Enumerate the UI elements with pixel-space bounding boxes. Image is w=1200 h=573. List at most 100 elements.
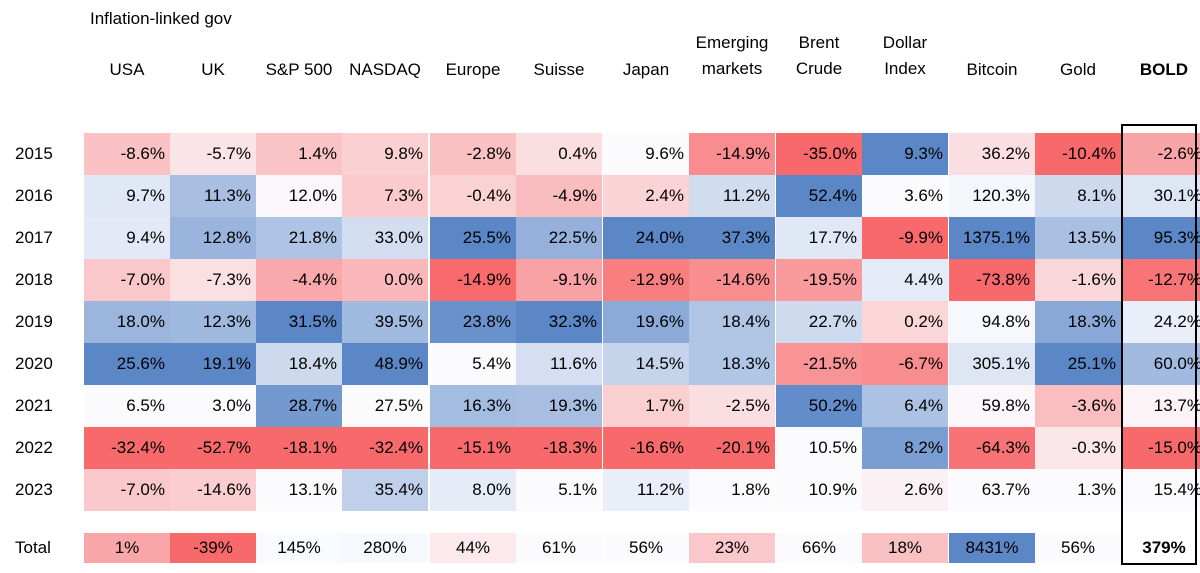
total-cell: -39%: [170, 533, 256, 563]
value-cell: 19.3%: [516, 385, 602, 427]
value-cell: 95.3%: [1121, 217, 1200, 259]
value-cell: 18.3%: [1035, 301, 1121, 343]
total-cell: 18%: [862, 533, 948, 563]
value-cell: 8.0%: [430, 469, 516, 511]
column-header-line: Brent: [798, 33, 840, 52]
value-cell: 18.0%: [84, 301, 170, 343]
value-cell: -15.1%: [430, 427, 516, 469]
row-year-label: 2020: [15, 354, 53, 373]
value-cell: 27.5%: [342, 385, 428, 427]
value-cell: 1375.1%: [949, 217, 1035, 259]
value-cell: 2.4%: [603, 175, 689, 217]
value-cell: 52.4%: [776, 175, 862, 217]
value-cell: -5.7%: [170, 133, 256, 175]
column-header-line: Dollar: [882, 33, 928, 52]
value-cell: 120.3%: [949, 175, 1035, 217]
value-cell: 1.7%: [603, 385, 689, 427]
column-header: NASDAQ: [342, 57, 428, 83]
value-cell: 10.5%: [776, 427, 862, 469]
value-cell: -64.3%: [949, 427, 1035, 469]
total-cell: 56%: [603, 533, 689, 563]
value-cell: -10.4%: [1035, 133, 1121, 175]
value-cell: -2.5%: [689, 385, 775, 427]
value-cell: -18.3%: [516, 427, 602, 469]
value-cell: 94.8%: [949, 301, 1035, 343]
column-header-line: UK: [201, 60, 225, 79]
value-cell: 15.4%: [1121, 469, 1200, 511]
value-cell: 18.4%: [256, 343, 342, 385]
value-cell: 10.9%: [776, 469, 862, 511]
column-header-line: BOLD: [1139, 60, 1189, 79]
column-header-line: USA: [109, 60, 145, 79]
row-year-label: 2023: [15, 480, 53, 499]
column-header-line: markets: [701, 59, 763, 78]
value-cell: -14.9%: [689, 133, 775, 175]
total-cell: 8431%: [949, 533, 1035, 563]
value-cell: 5.4%: [430, 343, 516, 385]
value-cell: -73.8%: [949, 259, 1035, 301]
row-year-label: 2019: [15, 312, 53, 331]
value-cell: 12.3%: [170, 301, 256, 343]
value-cell: -7.0%: [84, 259, 170, 301]
value-cell: 37.3%: [689, 217, 775, 259]
column-header: USA: [84, 57, 170, 83]
column-header: UK: [170, 57, 256, 83]
column-header: Europe: [430, 57, 516, 83]
value-cell: 18.4%: [689, 301, 775, 343]
value-cell: 25.1%: [1035, 343, 1121, 385]
value-cell: 30.1%: [1121, 175, 1200, 217]
value-cell: -4.4%: [256, 259, 342, 301]
value-cell: 13.7%: [1121, 385, 1200, 427]
value-cell: -12.7%: [1121, 259, 1200, 301]
value-cell: 21.8%: [256, 217, 342, 259]
value-cell: 11.3%: [170, 175, 256, 217]
row-year-label: 2016: [15, 186, 53, 205]
value-cell: 32.3%: [516, 301, 602, 343]
value-cell: 9.4%: [84, 217, 170, 259]
value-cell: 23.8%: [430, 301, 516, 343]
column-header: Japan: [603, 57, 689, 83]
row-year-label: 2017: [15, 228, 53, 247]
value-cell: 19.6%: [603, 301, 689, 343]
value-cell: -4.9%: [516, 175, 602, 217]
value-cell: 0.4%: [516, 133, 602, 175]
value-cell: 14.5%: [603, 343, 689, 385]
column-header: Emerging markets: [689, 30, 775, 82]
total-cell: 280%: [342, 533, 428, 563]
row-year-label: 2022: [15, 438, 53, 457]
value-cell: 4.4%: [862, 259, 948, 301]
value-cell: 12.0%: [256, 175, 342, 217]
value-cell: 0.0%: [342, 259, 428, 301]
value-cell: 11.2%: [689, 175, 775, 217]
column-header-line: Suisse: [533, 60, 585, 79]
value-cell: 9.6%: [603, 133, 689, 175]
column-header-line: NASDAQ: [349, 60, 421, 79]
value-cell: 35.4%: [342, 469, 428, 511]
column-header: BOLD: [1121, 57, 1200, 83]
total-cell: 23%: [689, 533, 775, 563]
value-cell: 13.1%: [256, 469, 342, 511]
column-header: Gold: [1035, 57, 1121, 83]
value-cell: -19.5%: [776, 259, 862, 301]
value-cell: 7.3%: [342, 175, 428, 217]
value-cell: 2.6%: [862, 469, 948, 511]
column-header: Brent Crude: [776, 30, 862, 82]
row-year-label: 2018: [15, 270, 53, 289]
value-cell: 28.7%: [256, 385, 342, 427]
value-cell: -18.1%: [256, 427, 342, 469]
column-header-line: Emerging: [695, 33, 769, 52]
value-cell: 11.6%: [516, 343, 602, 385]
row-year-label: 2021: [15, 396, 53, 415]
value-cell: -3.6%: [1035, 385, 1121, 427]
value-cell: 39.5%: [342, 301, 428, 343]
total-cell: 379%: [1142, 538, 1186, 557]
value-cell: -32.4%: [84, 427, 170, 469]
value-cell: -2.6%: [1121, 133, 1200, 175]
value-cell: -16.6%: [603, 427, 689, 469]
value-cell: -9.1%: [516, 259, 602, 301]
total-label: Total: [15, 538, 51, 557]
value-cell: -8.6%: [84, 133, 170, 175]
column-header-line: Europe: [445, 60, 501, 79]
value-cell: 9.8%: [342, 133, 428, 175]
value-cell: 59.8%: [949, 385, 1035, 427]
